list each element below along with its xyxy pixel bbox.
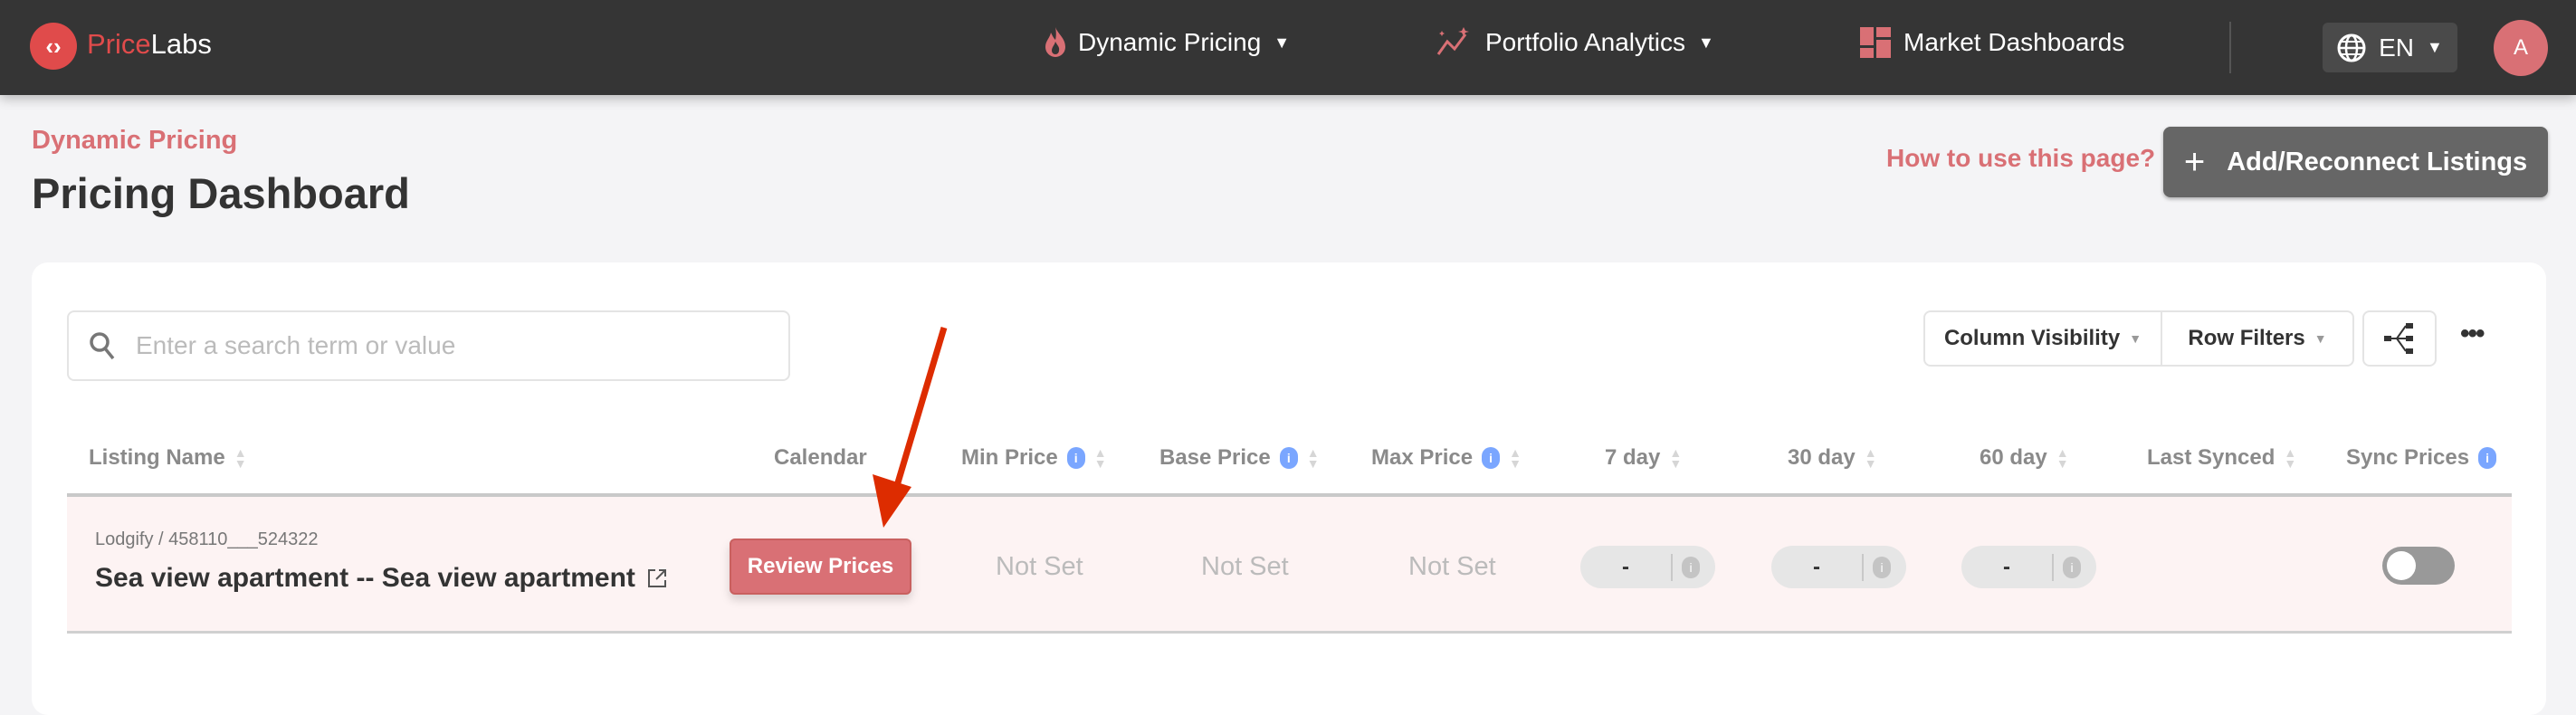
sort-icon[interactable]: ▲ ▼ <box>2056 445 2069 471</box>
info-icon[interactable]: i <box>1279 447 1298 469</box>
info-icon[interactable]: i <box>2478 447 2497 469</box>
max-price-value[interactable]: Not Set <box>1408 552 1496 581</box>
table-row <box>67 497 2512 634</box>
chevron-down-icon: ▼ <box>2314 331 2327 346</box>
external-link-icon[interactable] <box>646 567 668 589</box>
column-header-sync-prices: Sync Prices i <box>2346 445 2497 471</box>
nav-portfolio-analytics[interactable]: Portfolio Analytics ▼ <box>1436 27 1714 58</box>
flame-icon <box>1045 27 1065 57</box>
globe-icon <box>2337 33 2366 62</box>
sync-prices-toggle[interactable] <box>2382 547 2455 585</box>
column-header-max-price[interactable]: Max Price i ▲ ▼ <box>1371 445 1522 471</box>
nav-market-dashboards[interactable]: Market Dashboards <box>1860 27 2124 58</box>
column-header-listing-name[interactable]: Listing Name ▲ ▼ <box>89 445 247 471</box>
nav-dynamic-pricing[interactable]: Dynamic Pricing ▼ <box>1045 27 1290 58</box>
search-input[interactable] <box>136 331 751 360</box>
toggle-knob <box>2387 551 2416 580</box>
table-header-divider <box>67 493 2512 497</box>
top-navbar: ‹› PriceLabs Dynamic Pricing ▼ Portfolio… <box>0 0 2576 95</box>
occupancy-60-day: -i <box>1961 546 2096 588</box>
column-header-60-day[interactable]: 60 day ▲ ▼ <box>1980 445 2069 471</box>
column-header-7-day[interactable]: 7 day ▲ ▼ <box>1605 445 1683 471</box>
sort-icon[interactable]: ▲ ▼ <box>2284 445 2297 471</box>
sort-icon[interactable]: ▲ ▼ <box>1864 445 1877 471</box>
sparkle-trend-icon <box>1436 27 1469 55</box>
plus-icon: + <box>2183 141 2206 182</box>
search-icon <box>90 332 115 360</box>
info-icon[interactable]: i <box>1482 447 1501 469</box>
more-options-icon[interactable]: ••• <box>2460 319 2485 348</box>
table-controls-group: Column Visibility ▼ Row Filters ▼ <box>1923 310 2354 367</box>
column-header-base-price[interactable]: Base Price i ▲ ▼ <box>1159 445 1320 471</box>
add-reconnect-listings-button[interactable]: + Add/Reconnect Listings <box>2163 127 2548 197</box>
page-title: Pricing Dashboard <box>32 169 410 217</box>
sort-icon[interactable]: ▲ ▼ <box>1306 445 1320 471</box>
column-visibility-dropdown[interactable]: Column Visibility ▼ <box>1925 312 2162 365</box>
column-header-min-price[interactable]: Min Price i ▲ ▼ <box>961 445 1107 471</box>
tree-icon <box>2384 323 2413 354</box>
column-header-30-day[interactable]: 30 day ▲ ▼ <box>1788 445 1877 471</box>
listing-source-id: Lodgify / 458110___524322 <box>95 529 319 549</box>
column-header-calendar: Calendar <box>774 445 867 470</box>
user-avatar[interactable]: A <box>2494 20 2548 76</box>
info-icon[interactable]: i <box>1066 447 1085 469</box>
chevron-down-icon: ▼ <box>1274 33 1291 52</box>
dashboard-grid-icon <box>1860 27 1891 58</box>
language-code: EN <box>2379 33 2415 62</box>
hierarchy-view-button[interactable] <box>2362 310 2437 367</box>
chevron-down-icon: ▼ <box>1698 33 1714 52</box>
listing-name[interactable]: Sea view apartment -- Sea view apartment <box>95 563 668 594</box>
search-box[interactable] <box>67 310 790 381</box>
nav-divider <box>2229 22 2231 73</box>
pricelabs-logo-icon[interactable]: ‹› <box>30 23 77 70</box>
base-price-value[interactable]: Not Set <box>1201 552 1289 581</box>
occupancy-7-day: -i <box>1580 546 1715 588</box>
review-prices-button[interactable]: Review Prices <box>730 539 911 595</box>
column-header-last-synced[interactable]: Last Synced ▲ ▼ <box>2147 445 2297 471</box>
language-selector[interactable]: EN ▼ <box>2323 23 2457 72</box>
min-price-value[interactable]: Not Set <box>996 552 1083 581</box>
sort-icon[interactable]: ▲ ▼ <box>1509 445 1522 471</box>
nav-label: Portfolio Analytics <box>1485 28 1685 56</box>
info-icon[interactable]: i <box>1682 556 1700 578</box>
nav-label: Dynamic Pricing <box>1078 28 1262 56</box>
breadcrumb[interactable]: Dynamic Pricing <box>32 126 238 155</box>
sort-icon[interactable]: ▲ ▼ <box>234 445 247 471</box>
occupancy-30-day: -i <box>1771 546 1906 588</box>
info-icon[interactable]: i <box>1873 556 1891 578</box>
how-to-use-link[interactable]: How to use this page? <box>1886 144 2156 172</box>
row-filters-dropdown[interactable]: Row Filters ▼ <box>2188 326 2327 350</box>
chevron-down-icon: ▼ <box>2129 331 2142 346</box>
nav-label: Market Dashboards <box>1903 28 2125 56</box>
chevron-down-icon: ▼ <box>2427 38 2443 56</box>
brand-logo-text[interactable]: PriceLabs <box>87 28 212 60</box>
info-icon[interactable]: i <box>2063 556 2081 578</box>
sort-icon[interactable]: ▲ ▼ <box>1669 445 1683 471</box>
sort-icon[interactable]: ▲ ▼ <box>1093 445 1107 471</box>
